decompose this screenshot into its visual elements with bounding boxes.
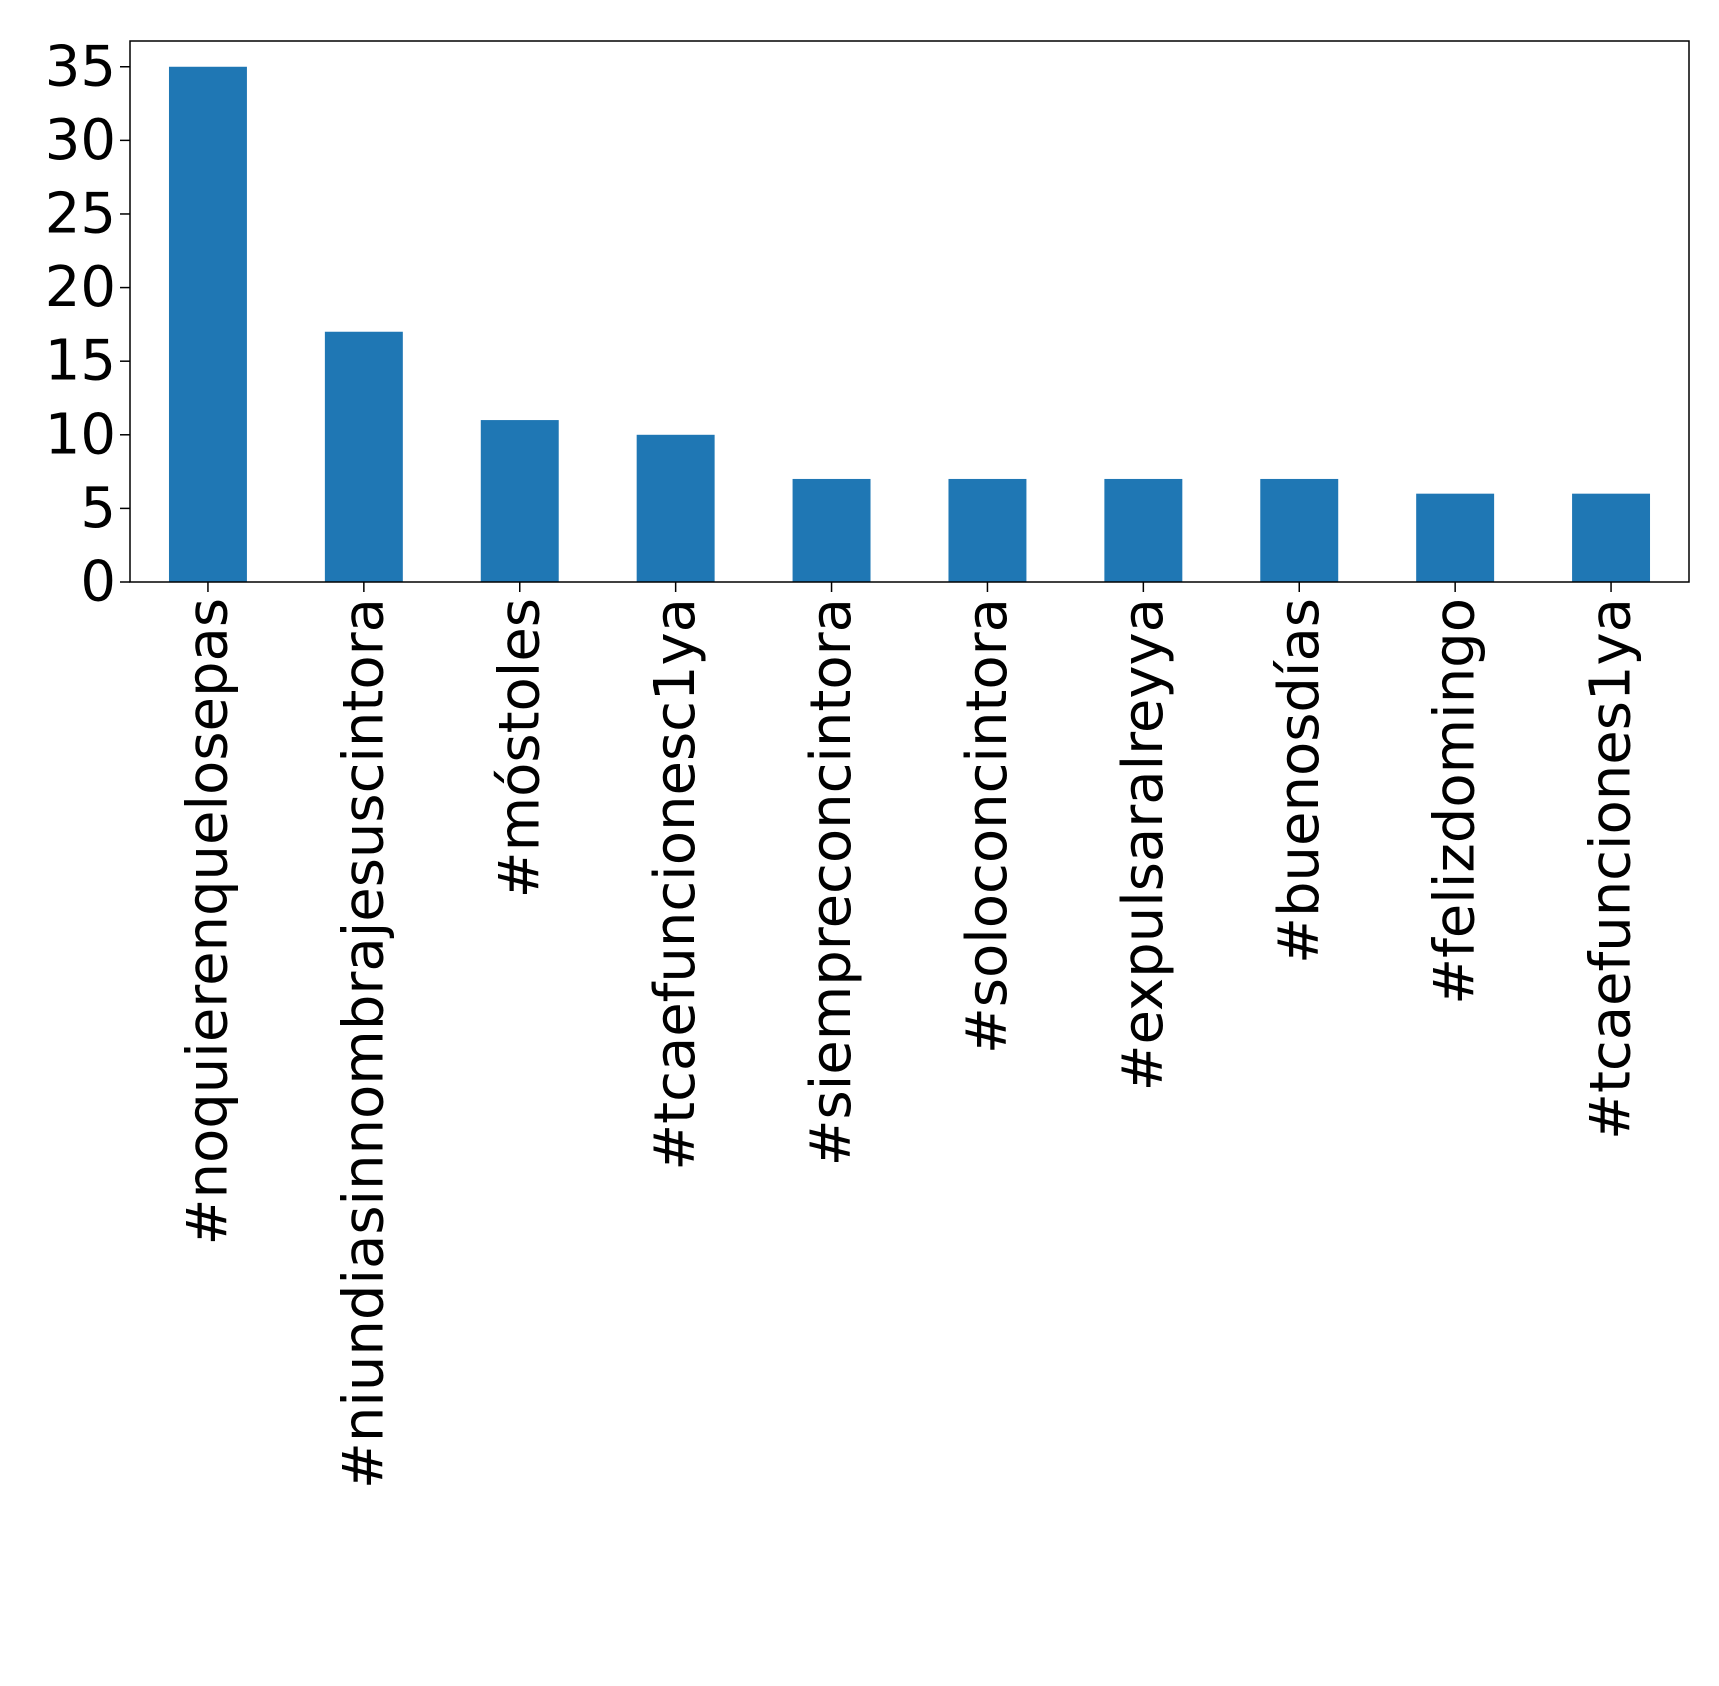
x-tick-label: #móstoles: [487, 598, 552, 898]
x-tick-label: #soloconcintora: [955, 598, 1020, 1054]
x-tick-label: #niundiasinnombrajesuscintora: [331, 598, 396, 1489]
y-tick-label: 15: [45, 329, 116, 394]
y-tick-label: 20: [45, 255, 116, 320]
x-tick-label: #noquierenquelosepas: [175, 598, 240, 1245]
x-tick-label: #tcaefuncionesc1ya: [643, 598, 708, 1171]
y-tick-label: 30: [45, 108, 116, 173]
bar-5: [948, 478, 1027, 582]
bars-group: [168, 66, 1651, 582]
bar-8: [1416, 493, 1495, 582]
y-tick-label: 35: [45, 34, 116, 99]
plot-frame: [129, 40, 1690, 583]
bar-6: [1104, 478, 1183, 582]
bar-9: [1572, 493, 1651, 582]
bar-4: [792, 478, 871, 582]
y-tick-label: 25: [45, 181, 116, 246]
x-tick-label: #siempreconcintora: [799, 598, 864, 1166]
y-tick-label: 0: [80, 550, 116, 615]
bar-7: [1260, 478, 1339, 582]
x-axis: #noquierenquelosepas #niundiasinnombrajes…: [175, 582, 1644, 1489]
y-tick-label: 5: [80, 476, 116, 541]
x-tick-label: #tcaefunciones1ya: [1579, 598, 1644, 1140]
bar-0: [168, 66, 247, 582]
x-tick-label: #expulsaralreyya: [1111, 598, 1176, 1091]
bar-1: [324, 331, 403, 582]
y-axis: 0 5 10 15 20 25 30 35: [45, 34, 130, 615]
x-tick-label: #felizdomingo: [1423, 598, 1488, 1005]
bar-2: [480, 420, 559, 582]
bar-3: [636, 434, 715, 582]
y-tick-label: 10: [45, 402, 116, 467]
x-tick-label: #buenosdías: [1267, 598, 1332, 964]
